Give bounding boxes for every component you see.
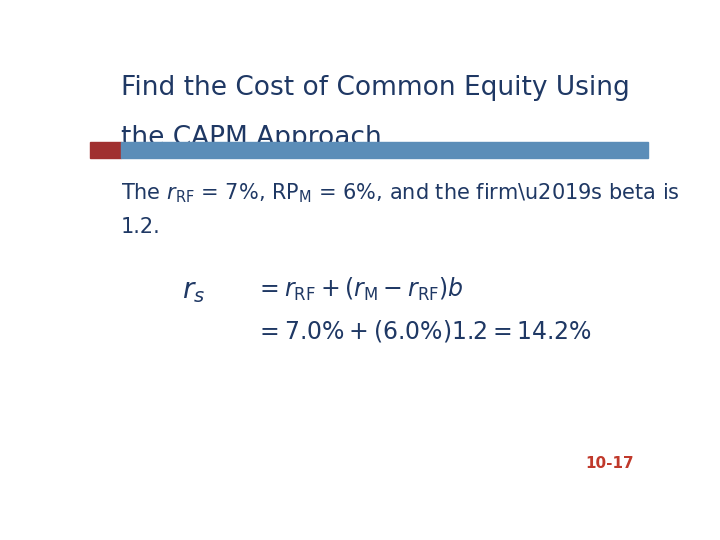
Text: 1.2.: 1.2. — [121, 217, 161, 237]
Text: The $r_{\mathsf{RF}}$ = 7%, $\mathsf{RP}_{\mathsf{M}}$ = 6%, and the firm\u2019s: The $r_{\mathsf{RF}}$ = 7%, $\mathsf{RP}… — [121, 181, 680, 205]
Text: Find the Cost of Common Equity Using: Find the Cost of Common Equity Using — [121, 75, 629, 101]
Text: $= 7.0\% + (6.0\%)1.2 = 14.2\%$: $= 7.0\% + (6.0\%)1.2 = 14.2\%$ — [255, 319, 591, 345]
Bar — [90, 141, 121, 158]
Text: the CAPM Approach: the CAPM Approach — [121, 125, 382, 151]
Text: 10-17: 10-17 — [585, 456, 634, 471]
Bar — [121, 141, 648, 158]
Text: $r_s$: $r_s$ — [182, 277, 205, 305]
Text: $= r_{\mathsf{RF}} + (r_{\mathsf{M}} - r_{\mathsf{RF}})b$: $= r_{\mathsf{RF}} + (r_{\mathsf{M}} - r… — [255, 275, 464, 303]
